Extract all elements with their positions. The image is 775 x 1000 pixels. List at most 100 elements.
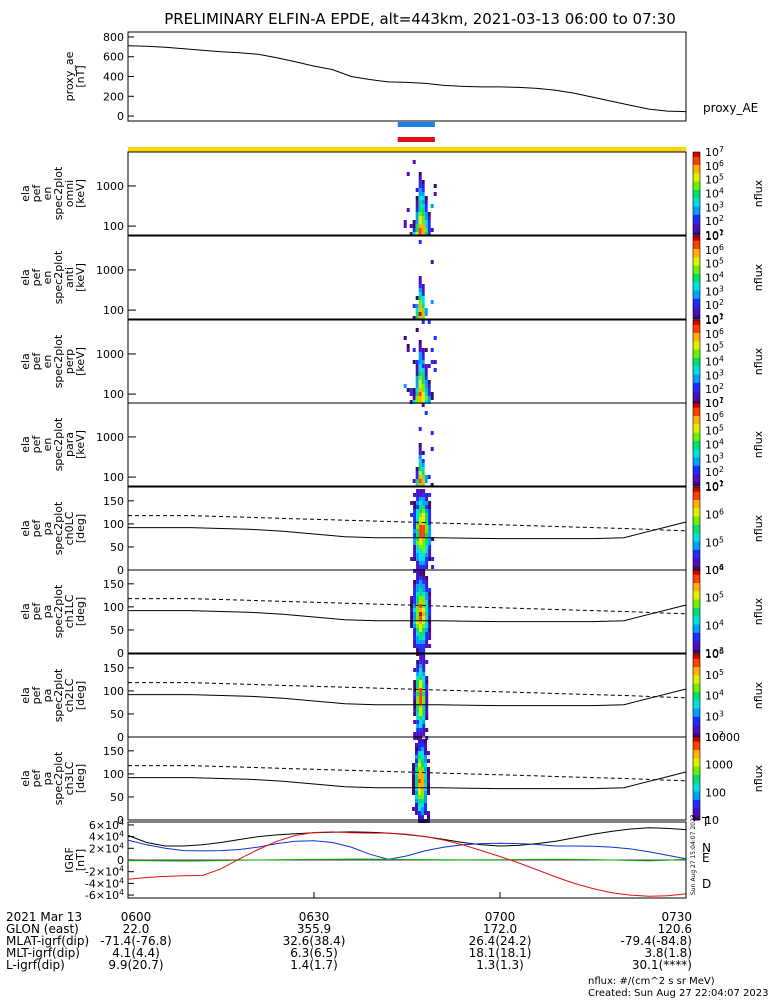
heatmap-cell bbox=[425, 553, 429, 557]
colorbar-band bbox=[693, 813, 700, 817]
heatmap-cell bbox=[416, 513, 420, 517]
colorbar-band bbox=[693, 164, 700, 167]
colorbar-band bbox=[693, 772, 700, 775]
heatmap-cell bbox=[418, 755, 421, 759]
colorbar-tick-label: 106 bbox=[705, 159, 724, 173]
heatmap-cell bbox=[418, 791, 421, 795]
colorbar-band bbox=[693, 166, 700, 170]
colorbar-band bbox=[693, 473, 700, 477]
heatmap-cell bbox=[422, 644, 426, 648]
heatmap-cell bbox=[422, 728, 426, 732]
heatmap-cell bbox=[427, 320, 431, 324]
heatmap-cell bbox=[421, 392, 425, 396]
heatmap-cell bbox=[421, 795, 424, 799]
heatmap-cell bbox=[419, 604, 423, 608]
heatmap-cell bbox=[418, 360, 422, 364]
colorbar-band bbox=[693, 405, 700, 408]
heatmap-cell bbox=[428, 533, 432, 537]
heatmap-cell bbox=[425, 604, 429, 608]
heatmap-cell bbox=[422, 509, 426, 513]
heatmap-cell bbox=[427, 392, 431, 396]
heatmap-cell bbox=[424, 380, 428, 384]
ylabel-ela_pef_en_spec2plot_omni-1: pef bbox=[30, 184, 43, 203]
colorbar-band bbox=[693, 582, 700, 586]
heatmap-cell bbox=[418, 296, 422, 300]
ephemeris-row-label: MLT-igrf(dip) bbox=[6, 946, 80, 960]
heatmap-cell bbox=[421, 811, 424, 815]
ephemeris-table: 2021 Mar 13 0600 0630 0700 0730 GLON (east) 22… bbox=[6, 910, 692, 972]
heatmap-cell bbox=[415, 783, 418, 787]
heatmap-cell bbox=[424, 388, 428, 392]
heatmap-cell bbox=[412, 787, 415, 791]
colorbar-band bbox=[693, 277, 700, 281]
colorbar-label: nflux bbox=[752, 263, 765, 291]
colorbar-band bbox=[693, 273, 700, 276]
heatmap-cell bbox=[421, 288, 425, 292]
colorbar-band bbox=[693, 220, 700, 224]
colorbar-band bbox=[693, 298, 700, 301]
colorbar-band bbox=[693, 720, 700, 723]
colorbar-label: nflux bbox=[752, 681, 765, 709]
colorbar-band bbox=[693, 664, 700, 667]
heatmap-cell bbox=[419, 541, 423, 545]
colorbar-tick-label: 107 bbox=[705, 313, 724, 327]
heatmap-cell bbox=[415, 791, 418, 795]
colorbar-band bbox=[693, 766, 700, 769]
colorbar-band bbox=[693, 222, 700, 226]
heatmap-cell bbox=[421, 188, 425, 192]
heatmap-cell bbox=[418, 803, 421, 807]
colorbar-band bbox=[693, 617, 700, 621]
colorbar-band bbox=[693, 619, 700, 623]
proxy-ae-ylabel-1: [nT] bbox=[74, 65, 87, 87]
ylabel-ela_pef_pa_spec2plot_ch1LC-5: [deg] bbox=[74, 597, 87, 626]
colorbar-label: nflux bbox=[752, 514, 765, 542]
colorbar-band bbox=[693, 712, 700, 715]
ylabel-ela_pef_pa_spec2plot_ch2LC-4: ch2LC bbox=[63, 678, 76, 712]
colorbar-band bbox=[693, 210, 700, 213]
ylabel-ela_pef_pa_spec2plot_ch3LC-4: ch3LC bbox=[63, 761, 76, 795]
colorbar-band bbox=[693, 799, 700, 802]
heatmap-cell bbox=[403, 220, 407, 224]
heatmap-cell bbox=[419, 716, 423, 720]
heatmap-cell bbox=[425, 497, 429, 501]
heatmap-cell bbox=[425, 517, 429, 521]
heatmap-cell bbox=[422, 672, 426, 676]
ylabel-ela_pef_en_spec2plot_omni-4: omni bbox=[63, 180, 76, 207]
colorbar-band bbox=[693, 208, 700, 211]
colorbar-band bbox=[693, 189, 700, 192]
colorbar-band bbox=[693, 714, 700, 717]
colorbar-band bbox=[693, 666, 700, 670]
heatmap-cell bbox=[416, 688, 420, 692]
heatmap-cell bbox=[413, 545, 417, 549]
colorbar-tick-label: 106 bbox=[705, 563, 724, 577]
colorbar-band bbox=[693, 689, 700, 692]
heatmap-cell bbox=[418, 288, 422, 292]
ytick-label: 0 bbox=[117, 647, 124, 660]
heatmap-cell bbox=[416, 576, 420, 580]
heatmap-cell bbox=[425, 549, 429, 553]
colorbar-band bbox=[693, 285, 700, 289]
heatmap-cell bbox=[421, 767, 424, 771]
heatmap-cell bbox=[421, 803, 424, 807]
heatmap-cell bbox=[418, 228, 422, 232]
heatmap-cell bbox=[416, 565, 420, 569]
colorbar-band bbox=[693, 574, 700, 577]
colorbar-band bbox=[693, 586, 700, 590]
heatmap-cell bbox=[406, 172, 410, 176]
colorbar-band bbox=[693, 728, 700, 732]
colorbar-band bbox=[693, 803, 700, 806]
heatmap-cell bbox=[425, 592, 429, 596]
heatmap-cell bbox=[416, 736, 420, 740]
colorbar-band bbox=[693, 770, 700, 773]
heatmap-cell bbox=[415, 372, 419, 376]
colorbar-band bbox=[693, 398, 700, 402]
colorbar-tick-label: 105 bbox=[705, 535, 724, 549]
heatmap-cell bbox=[424, 755, 427, 759]
heatmap-cell bbox=[430, 360, 434, 364]
heatmap-cell bbox=[413, 624, 417, 628]
heatmap-cell bbox=[428, 636, 432, 640]
heatmap-cell bbox=[413, 525, 417, 529]
colorbar-band bbox=[693, 320, 700, 323]
heatmap-cell bbox=[416, 501, 420, 505]
colorbar-band bbox=[693, 281, 700, 285]
